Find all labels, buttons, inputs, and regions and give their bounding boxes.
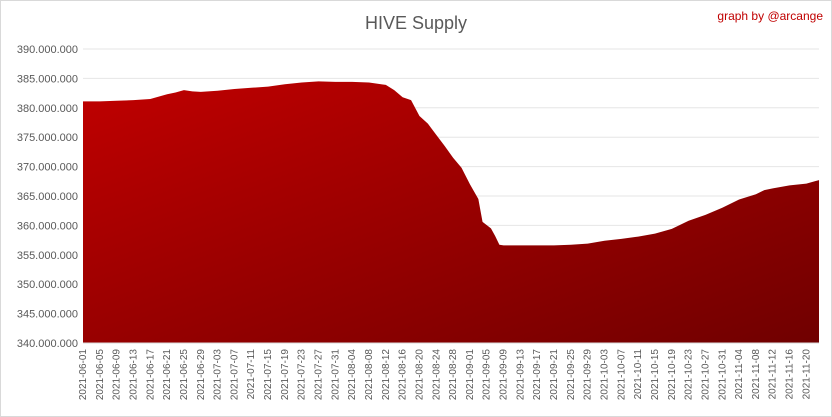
x-tick-label: 2021-09-09 xyxy=(499,349,510,401)
x-tick-label: 2021-11-12 xyxy=(768,349,779,400)
x-tick-label: 2021-10-23 xyxy=(684,349,695,401)
x-tick-label: 2021-08-12 xyxy=(381,349,392,401)
x-tick-label: 2021-09-25 xyxy=(566,349,577,401)
x-tick-label: 2021-07-31 xyxy=(330,349,341,401)
x-tick-label: 2021-09-05 xyxy=(482,349,493,401)
y-tick-label: 375.000.000 xyxy=(17,132,78,144)
x-tick-label: 2021-11-16 xyxy=(785,349,796,400)
x-tick-label: 2021-08-24 xyxy=(431,349,442,401)
x-tick-label: 2021-09-21 xyxy=(549,349,560,401)
x-tick-label: 2021-07-27 xyxy=(314,349,325,401)
y-axis: 340.000.000 345.000.000 350.000.000 355.000… xyxy=(17,44,78,350)
y-tick-label: 345.000.000 xyxy=(17,309,78,321)
x-tick-label: 2021-07-11 xyxy=(246,349,257,400)
x-tick-label: 2021-07-03 xyxy=(213,349,224,401)
x-tick-label: 2021-08-28 xyxy=(448,349,459,401)
x-tick-label: 2021-10-19 xyxy=(667,349,678,401)
x-tick-label: 2021-06-25 xyxy=(179,349,190,401)
x-tick-label: 2021-10-07 xyxy=(616,349,627,401)
x-tick-label: 2021-09-13 xyxy=(515,349,526,401)
y-tick-label: 380.000.000 xyxy=(17,103,78,115)
x-tick-label: 2021-10-27 xyxy=(700,349,711,401)
x-tick-label: 2021-11-20 xyxy=(801,349,812,400)
x-tick-label: 2021-07-19 xyxy=(280,349,291,401)
x-tick-label: 2021-10-03 xyxy=(600,349,611,401)
x-axis: 2021-06-01 2021-06-05 2021-06-09 2021-06-13… xyxy=(78,342,819,401)
x-tick-label: 2021-08-08 xyxy=(364,349,375,401)
x-tick-label: 2021-10-31 xyxy=(717,349,728,401)
x-tick-label: 2021-10-15 xyxy=(650,349,661,401)
x-tick-label: 2021-09-01 xyxy=(465,349,476,401)
y-tick-label: 390.000.000 xyxy=(17,44,78,56)
x-tick-label: 2021-06-21 xyxy=(162,349,173,401)
x-tick-label: 2021-06-17 xyxy=(145,349,156,401)
x-tick-label: 2021-10-11 xyxy=(633,349,644,400)
x-tick-label: 2021-07-23 xyxy=(297,349,308,401)
y-tick-label: 360.000.000 xyxy=(17,220,78,232)
x-tick-label: 2021-06-29 xyxy=(196,349,207,401)
y-tick-label: 350.000.000 xyxy=(17,279,78,291)
x-tick-label: 2021-06-13 xyxy=(128,349,139,401)
y-tick-label: 365.000.000 xyxy=(17,191,78,203)
x-tick-label: 2021-06-01 xyxy=(78,349,89,401)
y-tick-label: 385.000.000 xyxy=(17,73,78,85)
x-tick-label: 2021-11-04 xyxy=(734,349,745,400)
x-tick-label: 2021-08-20 xyxy=(414,349,425,401)
y-tick-label: 370.000.000 xyxy=(17,162,78,174)
x-tick-label: 2021-08-04 xyxy=(347,349,358,401)
x-tick-label: 2021-07-15 xyxy=(263,349,274,401)
x-tick-label: 2021-08-16 xyxy=(398,349,409,401)
x-tick-label: 2021-09-17 xyxy=(532,349,543,401)
y-tick-label: 340.000.000 xyxy=(17,338,78,350)
x-tick-label: 2021-11-08 xyxy=(751,349,762,400)
x-tick-label: 2021-06-09 xyxy=(112,349,123,401)
x-tick-label: 2021-06-05 xyxy=(95,349,106,401)
x-tick-label: 2021-09-29 xyxy=(583,349,594,401)
chart-title: HIVE Supply xyxy=(364,13,468,33)
x-tick-label: 2021-07-07 xyxy=(229,349,240,401)
y-tick-label: 355.000.000 xyxy=(17,250,78,262)
series-area xyxy=(83,81,819,343)
chart-credit: graph by @arcange xyxy=(717,9,823,23)
supply-area xyxy=(83,81,819,343)
